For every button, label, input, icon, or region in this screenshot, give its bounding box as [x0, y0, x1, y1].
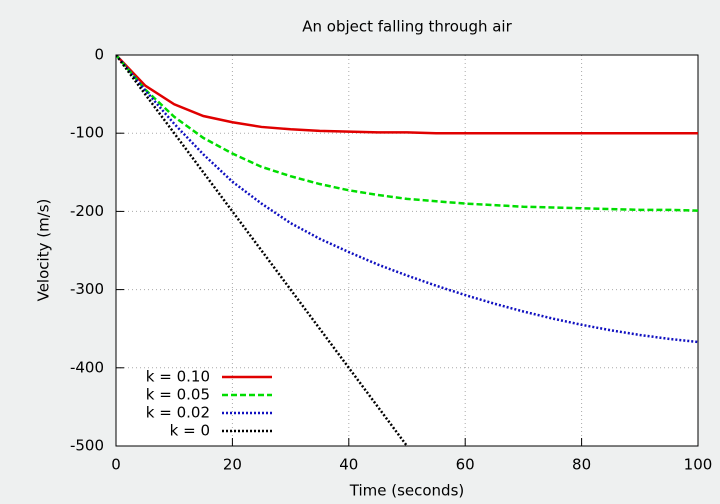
x-tick-label: 80: [572, 456, 591, 474]
plot-lines: [116, 55, 698, 446]
y-axis-label: Velocity (m/s): [35, 199, 53, 302]
y-tick-label: -300: [70, 280, 104, 298]
x-axis-label: Time (seconds): [349, 482, 465, 500]
legend-label: k = 0.05: [146, 386, 210, 404]
plot-area: [116, 55, 698, 446]
y-tick-label: -100: [70, 124, 104, 142]
x-tick-label: 0: [111, 456, 121, 474]
legend-label: k = 0.02: [146, 404, 210, 422]
y-tick-label: -500: [70, 437, 104, 455]
series-line: [116, 55, 409, 446]
y-tick-label: 0: [94, 46, 104, 64]
chart-title: An object falling through air: [302, 18, 512, 36]
plot-frame: [115, 54, 699, 447]
series-line: [116, 55, 698, 212]
legend-label: k = 0.10: [146, 368, 210, 386]
y-tick-label: -200: [70, 202, 104, 220]
x-tick-label: 40: [339, 456, 358, 474]
y-tick-label: -400: [70, 358, 104, 376]
legend-label: k = 0: [170, 422, 210, 440]
x-tick-label: 100: [684, 456, 713, 474]
x-tick-label: 60: [456, 456, 475, 474]
series-line: [116, 55, 698, 135]
series-line: [116, 55, 698, 344]
x-tick-label: 20: [223, 456, 242, 474]
